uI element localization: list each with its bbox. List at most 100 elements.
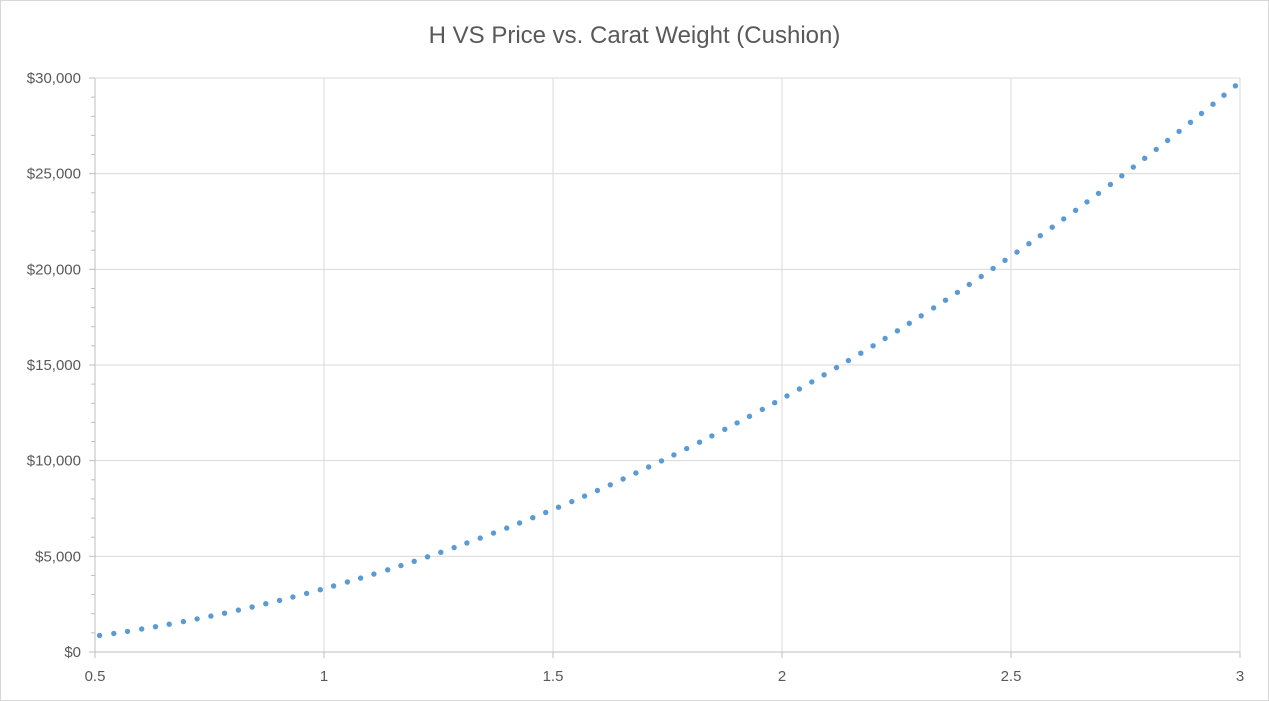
data-point bbox=[1164, 137, 1171, 144]
data-point bbox=[438, 549, 444, 555]
data-point bbox=[1221, 92, 1227, 98]
data-point bbox=[1014, 249, 1020, 255]
y-axis-label: $30,000 bbox=[27, 70, 81, 87]
data-point bbox=[235, 607, 242, 613]
chart-title: H VS Price vs. Carat Weight (Cushion) bbox=[428, 22, 841, 49]
data-point bbox=[1037, 233, 1044, 239]
x-axis-label: 1 bbox=[320, 668, 328, 685]
data-point bbox=[303, 590, 310, 597]
data-point bbox=[594, 487, 601, 494]
data-point bbox=[646, 464, 652, 470]
data-point bbox=[796, 386, 803, 392]
data-point bbox=[734, 420, 740, 426]
data-point bbox=[477, 535, 483, 541]
data-point bbox=[633, 470, 639, 476]
data-point bbox=[1072, 207, 1079, 213]
data-point bbox=[978, 273, 984, 280]
data-point bbox=[658, 458, 665, 464]
data-point bbox=[894, 328, 901, 334]
data-point bbox=[1142, 155, 1148, 161]
data-point bbox=[821, 372, 827, 378]
data-point bbox=[1232, 83, 1239, 89]
data-point bbox=[772, 400, 778, 406]
data-point bbox=[124, 628, 131, 635]
data-point bbox=[530, 515, 536, 521]
data-point bbox=[139, 626, 145, 632]
data-point bbox=[371, 571, 377, 577]
data-point bbox=[620, 476, 626, 482]
data-point bbox=[671, 452, 677, 458]
data-point bbox=[464, 540, 470, 546]
data-point bbox=[543, 509, 549, 516]
data-point bbox=[1119, 173, 1125, 179]
data-point bbox=[930, 305, 937, 311]
data-point bbox=[1210, 101, 1216, 107]
data-point bbox=[385, 567, 391, 573]
y-axis-label: $15,000 bbox=[27, 357, 81, 374]
x-axis-label: 1.5 bbox=[543, 668, 564, 685]
y-axis-label: $20,000 bbox=[27, 261, 81, 278]
data-point bbox=[398, 562, 404, 569]
y-axis-label: $25,000 bbox=[27, 166, 81, 183]
data-point bbox=[1095, 190, 1102, 197]
data-point bbox=[330, 583, 337, 589]
data-point bbox=[709, 433, 715, 439]
data-point bbox=[966, 281, 972, 288]
data-point bbox=[152, 624, 159, 630]
data-point bbox=[954, 289, 961, 296]
x-axis-label: 0.5 bbox=[85, 668, 106, 685]
data-point bbox=[1049, 224, 1055, 230]
x-axis-label: 2.5 bbox=[1001, 668, 1022, 685]
data-point bbox=[1198, 110, 1205, 117]
data-point bbox=[96, 632, 103, 639]
data-point bbox=[581, 493, 588, 499]
data-point bbox=[1130, 164, 1137, 170]
data-point bbox=[607, 482, 613, 488]
data-point bbox=[942, 297, 949, 303]
data-point bbox=[1002, 257, 1008, 263]
data-point bbox=[516, 520, 523, 526]
data-point bbox=[684, 445, 690, 452]
data-point bbox=[809, 379, 815, 385]
data-point bbox=[290, 594, 296, 600]
data-point bbox=[1187, 119, 1194, 126]
data-point bbox=[344, 579, 351, 585]
data-point bbox=[263, 601, 269, 607]
data-point bbox=[357, 575, 364, 581]
data-point bbox=[858, 350, 864, 356]
data-point bbox=[1153, 146, 1159, 153]
data-point bbox=[1107, 181, 1114, 188]
data-point bbox=[411, 558, 417, 564]
data-point bbox=[424, 554, 431, 560]
data-point bbox=[1061, 216, 1067, 222]
data-point bbox=[166, 621, 172, 627]
x-axis-label: 2 bbox=[778, 668, 786, 685]
data-point bbox=[276, 597, 283, 604]
data-point bbox=[194, 616, 200, 622]
data-point bbox=[451, 544, 457, 551]
data-point bbox=[111, 630, 117, 637]
data-point bbox=[722, 426, 728, 432]
data-point bbox=[784, 393, 790, 399]
data-point bbox=[696, 439, 703, 445]
data-point bbox=[906, 320, 912, 326]
data-point bbox=[918, 313, 924, 319]
data-point bbox=[1084, 199, 1090, 205]
y-axis-label: $5,000 bbox=[35, 548, 81, 565]
data-point bbox=[1176, 128, 1182, 135]
data-point bbox=[845, 357, 852, 364]
data-point bbox=[317, 587, 323, 593]
data-point bbox=[759, 406, 765, 413]
data-point bbox=[180, 618, 187, 625]
y-axis-label: $10,000 bbox=[27, 453, 81, 470]
data-point bbox=[870, 343, 876, 349]
data-point bbox=[990, 265, 996, 272]
data-point bbox=[746, 413, 753, 419]
data-point bbox=[249, 604, 255, 610]
data-point bbox=[221, 610, 228, 616]
data-point bbox=[490, 530, 497, 536]
data-point bbox=[504, 525, 510, 531]
y-axis-label: $0 bbox=[64, 644, 81, 661]
